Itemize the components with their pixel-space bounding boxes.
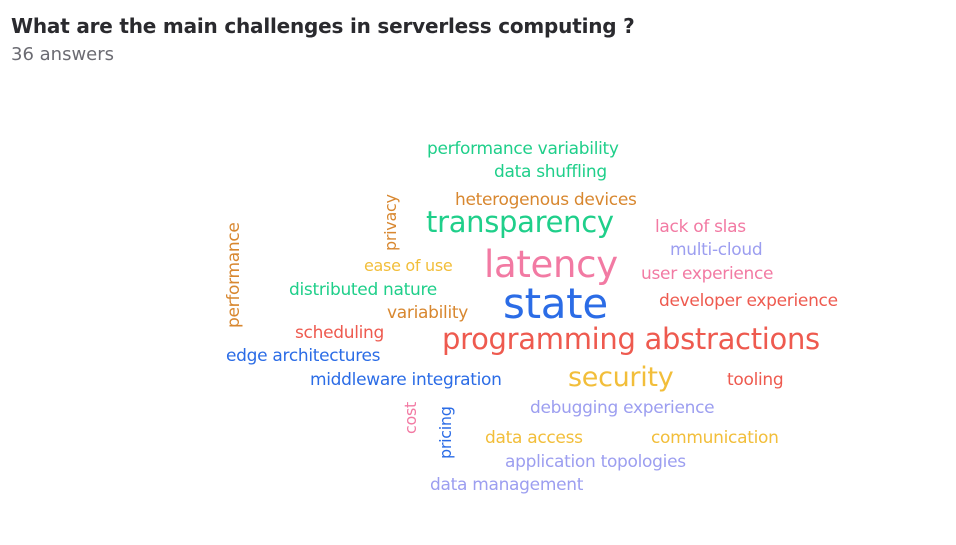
word-lack-of-slas: lack of slas xyxy=(655,217,746,237)
word-developer-experience: developer experience xyxy=(659,291,838,311)
word-variability: variability xyxy=(387,303,468,323)
word-privacy: privacy xyxy=(381,194,400,251)
word-application-topologies: application topologies xyxy=(505,452,686,472)
answer-count: 36 answers xyxy=(11,44,115,65)
word-state: state xyxy=(503,279,608,328)
word-scheduling: scheduling xyxy=(295,323,385,343)
word-heterogenous-devices: heterogenous devices xyxy=(455,190,637,210)
word-data-management: data management xyxy=(430,475,584,495)
word-multi-cloud: multi-cloud xyxy=(670,240,763,260)
word-data-shuffling: data shuffling xyxy=(494,162,607,182)
word-security: security xyxy=(568,362,674,393)
word-distributed-nature: distributed nature xyxy=(289,280,437,300)
word-middleware-integration: middleware integration xyxy=(310,370,502,390)
word-latency: latency xyxy=(484,243,618,286)
word-programming-abstractions: programming abstractions xyxy=(442,322,820,356)
word-user-experience: user experience xyxy=(641,264,774,284)
word-edge-architectures: edge architectures xyxy=(226,346,381,366)
word-pricing: pricing xyxy=(436,406,455,459)
word-performance-variability: performance variability xyxy=(427,139,619,159)
word-cost: cost xyxy=(401,402,420,434)
word-performance: performance xyxy=(224,222,244,328)
word-communication: communication xyxy=(651,428,779,448)
word-data-access: data access xyxy=(485,428,583,448)
word-ease-of-use: ease of use xyxy=(364,256,453,275)
word-tooling: tooling xyxy=(727,370,784,390)
word-debugging-experience: debugging experience xyxy=(530,398,715,418)
word-transparency: transparency xyxy=(426,205,614,239)
question-title: What are the main challenges in serverle… xyxy=(11,14,635,38)
